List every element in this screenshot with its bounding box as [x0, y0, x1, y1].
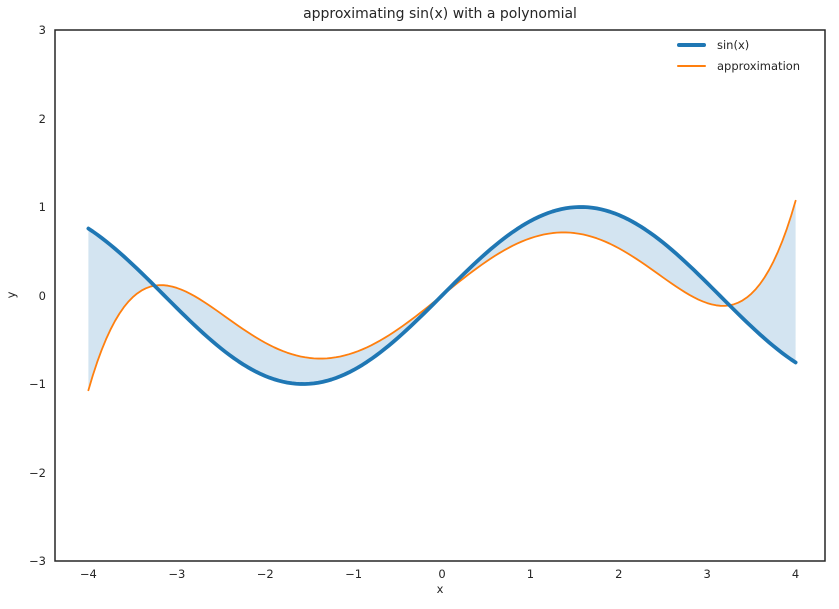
chart-title: approximating sin(x) with a polynomial — [303, 6, 577, 22]
x-tick-label: −1 — [345, 567, 363, 581]
legend-entry-sin: sin(x) — [677, 38, 800, 52]
x-axis-label: x — [436, 582, 444, 596]
x-tick-label: 1 — [526, 567, 535, 581]
y-axis-label: y — [4, 291, 18, 299]
x-tick-label: −4 — [79, 567, 97, 581]
y-tick-label: 1 — [38, 200, 46, 214]
legend: sin(x) approximation — [677, 38, 800, 73]
sin-legend-line — [677, 43, 706, 47]
x-tick-label: 3 — [703, 567, 711, 581]
y-tick-label: 2 — [38, 111, 46, 126]
y-tick-label: −1 — [29, 377, 46, 391]
y-tick-label: 0 — [38, 288, 46, 303]
y-tick-label: 3 — [38, 23, 46, 37]
legend-entry-approximation: approximation — [677, 59, 800, 73]
axes-frame — [54, 29, 826, 562]
x-tick-label: −3 — [168, 567, 186, 581]
sin-legend-label: sin(x) — [717, 38, 750, 52]
approximation-legend-line — [677, 65, 706, 67]
x-tick-label: 4 — [791, 567, 800, 581]
y-tick-label: −3 — [29, 554, 46, 568]
x-tick-label: −2 — [256, 567, 274, 581]
y-tick-label: −2 — [29, 465, 46, 480]
x-tick-label: 2 — [615, 567, 623, 581]
approximation-legend-label: approximation — [717, 59, 801, 73]
sin-curve — [86, 205, 798, 386]
x-tick-label: 0 — [438, 567, 446, 581]
